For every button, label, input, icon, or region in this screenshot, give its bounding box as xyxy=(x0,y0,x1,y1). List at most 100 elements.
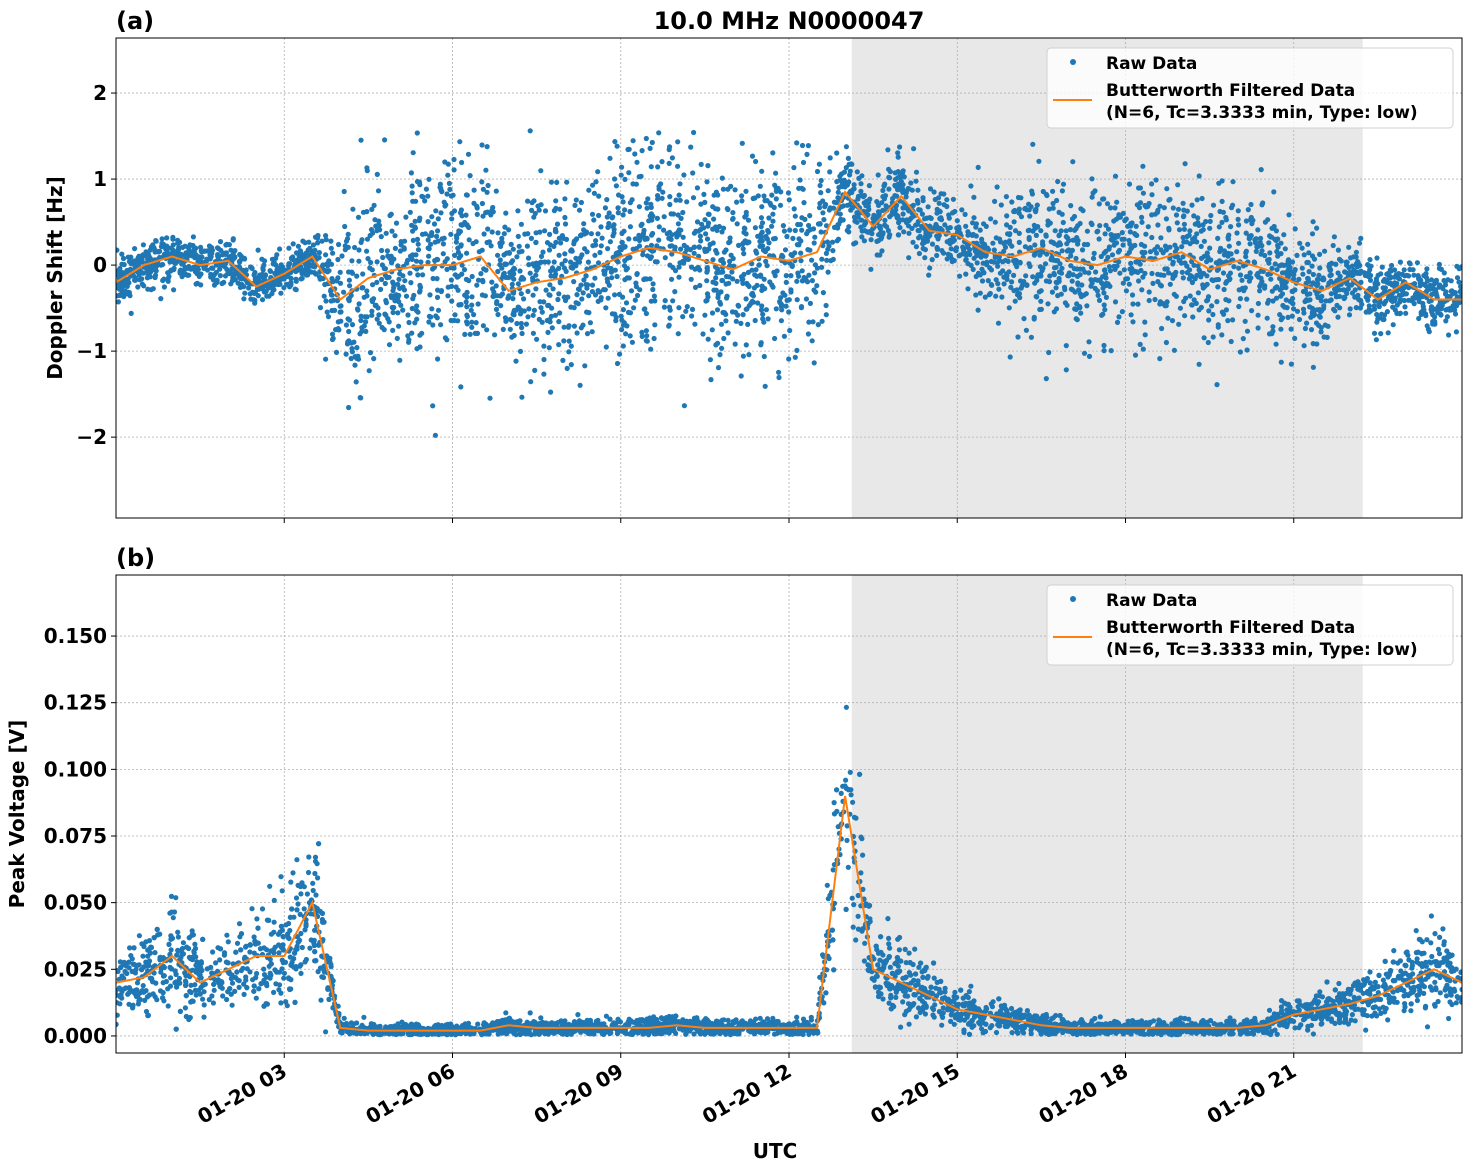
raw-data-point xyxy=(1059,188,1065,194)
raw-data-point xyxy=(1153,177,1159,183)
raw-data-point xyxy=(1130,301,1136,307)
raw-data-point xyxy=(448,193,454,199)
raw-data-point xyxy=(464,304,470,310)
raw-data-point xyxy=(982,294,988,300)
raw-data-point xyxy=(1198,255,1205,261)
raw-data-point xyxy=(229,278,235,284)
raw-data-point xyxy=(934,244,940,251)
raw-data-point xyxy=(186,247,192,253)
raw-data-point xyxy=(632,236,639,242)
raw-data-point xyxy=(364,209,370,215)
raw-data-point xyxy=(852,218,858,224)
raw-data-point xyxy=(1292,226,1298,232)
raw-data-point xyxy=(1215,324,1221,330)
raw-data-point xyxy=(636,174,642,180)
raw-data-point xyxy=(1236,240,1242,246)
raw-data-point xyxy=(1417,280,1423,286)
raw-data-point xyxy=(256,286,262,292)
raw-data-point xyxy=(619,194,625,200)
raw-data-point xyxy=(1063,367,1069,373)
raw-data-point xyxy=(794,140,800,146)
raw-data-point xyxy=(651,293,658,299)
raw-data-point xyxy=(798,258,804,264)
raw-data-point xyxy=(1336,293,1342,299)
raw-data-point xyxy=(721,225,727,231)
raw-data-point xyxy=(236,273,242,279)
raw-data-point xyxy=(667,194,673,200)
raw-data-point xyxy=(1327,298,1333,304)
raw-data-point xyxy=(1198,243,1204,249)
raw-data-point xyxy=(991,259,997,265)
raw-data-point xyxy=(783,273,789,279)
raw-data-point xyxy=(1279,262,1285,268)
raw-data-point xyxy=(607,239,614,245)
raw-data-point xyxy=(996,286,1002,292)
raw-data-point xyxy=(449,298,455,304)
raw-data-point xyxy=(834,150,840,156)
raw-data-point xyxy=(509,274,515,280)
raw-data-point xyxy=(863,198,870,204)
raw-data-point xyxy=(1301,252,1307,258)
raw-data-point xyxy=(1172,242,1178,248)
raw-data-point xyxy=(1301,310,1307,316)
raw-data-point xyxy=(621,263,628,269)
raw-data-point xyxy=(689,306,696,312)
raw-data-point xyxy=(434,276,440,282)
raw-data-point xyxy=(951,258,957,264)
raw-data-point xyxy=(369,206,375,212)
raw-data-point xyxy=(458,242,464,248)
raw-data-point xyxy=(745,217,752,223)
raw-data-point xyxy=(405,333,411,339)
raw-data-point xyxy=(714,270,720,276)
raw-data-point xyxy=(946,212,952,218)
raw-data-point xyxy=(207,249,213,255)
raw-data-point xyxy=(495,252,501,258)
raw-data-point xyxy=(654,259,660,265)
raw-data-point xyxy=(897,144,903,150)
raw-data-point xyxy=(1103,294,1109,300)
raw-data-point xyxy=(669,243,675,249)
raw-data-point xyxy=(922,216,928,222)
raw-data-point xyxy=(794,347,800,353)
raw-data-point xyxy=(705,223,711,229)
raw-data-point xyxy=(1237,296,1243,302)
raw-data-point xyxy=(363,328,369,334)
raw-data-point xyxy=(993,277,999,283)
raw-data-point xyxy=(827,155,833,161)
raw-data-point xyxy=(271,259,277,265)
raw-data-point xyxy=(896,220,902,226)
raw-data-point xyxy=(815,322,821,328)
raw-data-point xyxy=(996,257,1003,263)
raw-data-point xyxy=(691,129,697,136)
raw-data-point xyxy=(568,248,574,254)
raw-data-point xyxy=(984,245,991,251)
raw-data-point xyxy=(705,163,711,169)
raw-data-point xyxy=(328,238,334,244)
raw-data-point xyxy=(1113,216,1119,222)
raw-data-point xyxy=(1105,254,1111,260)
raw-data-point xyxy=(369,308,375,314)
raw-data-point xyxy=(658,181,664,187)
raw-data-point xyxy=(983,253,989,259)
raw-data-point xyxy=(614,360,621,367)
raw-data-point xyxy=(509,258,516,264)
raw-data-point xyxy=(1181,226,1187,232)
raw-data-point xyxy=(1237,272,1244,278)
raw-data-point xyxy=(1054,280,1060,286)
raw-data-point xyxy=(1078,310,1084,316)
raw-data-point xyxy=(353,379,359,385)
raw-data-point xyxy=(536,207,542,213)
raw-data-point xyxy=(462,331,468,337)
raw-data-point xyxy=(493,188,499,194)
raw-data-point xyxy=(612,139,618,145)
raw-data-point xyxy=(913,169,920,175)
raw-data-point xyxy=(530,261,536,267)
raw-data-point xyxy=(464,321,470,327)
raw-data-point xyxy=(1138,241,1144,248)
raw-data-point xyxy=(727,258,733,264)
raw-data-point xyxy=(829,239,836,245)
raw-data-point xyxy=(486,239,492,245)
raw-data-point xyxy=(913,222,919,228)
raw-data-point xyxy=(440,251,446,257)
raw-data-point xyxy=(1235,208,1241,214)
